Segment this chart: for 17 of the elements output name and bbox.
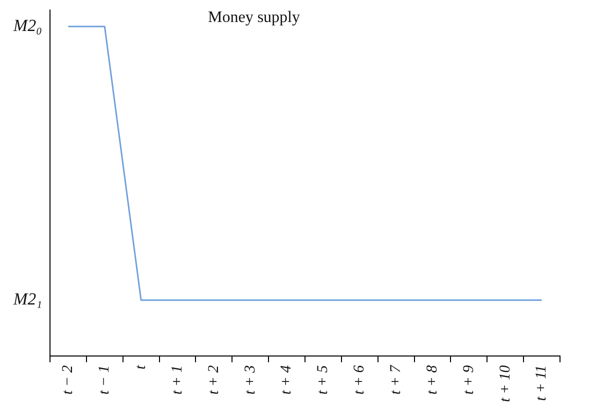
x-tick-label: t + 9 [460,364,477,395]
chart-title: Money supply [208,9,300,26]
x-tick-label: t + 4 [278,364,295,395]
x-tick-label: t + 8 [424,364,440,395]
x-tick-label: t + 2 [206,364,222,395]
x-tick-label: t + 10 [497,364,514,402]
text: M2₁ [12,290,42,309]
text: M2₀ [12,16,42,35]
x-tick-label: t + 6 [352,364,368,395]
x-tick-label: t − 1 [96,365,113,395]
x-tick-label: t + 1 [169,365,186,395]
x-tick-label: t + 3 [242,365,258,395]
x-tick-label: t [133,364,150,370]
x-tick-label: t − 2 [60,364,76,395]
x-tick-label: t + 7 [388,364,404,395]
x-tick-label: t + 11 [534,365,550,401]
x-tick-label: t + 5 [315,364,332,395]
